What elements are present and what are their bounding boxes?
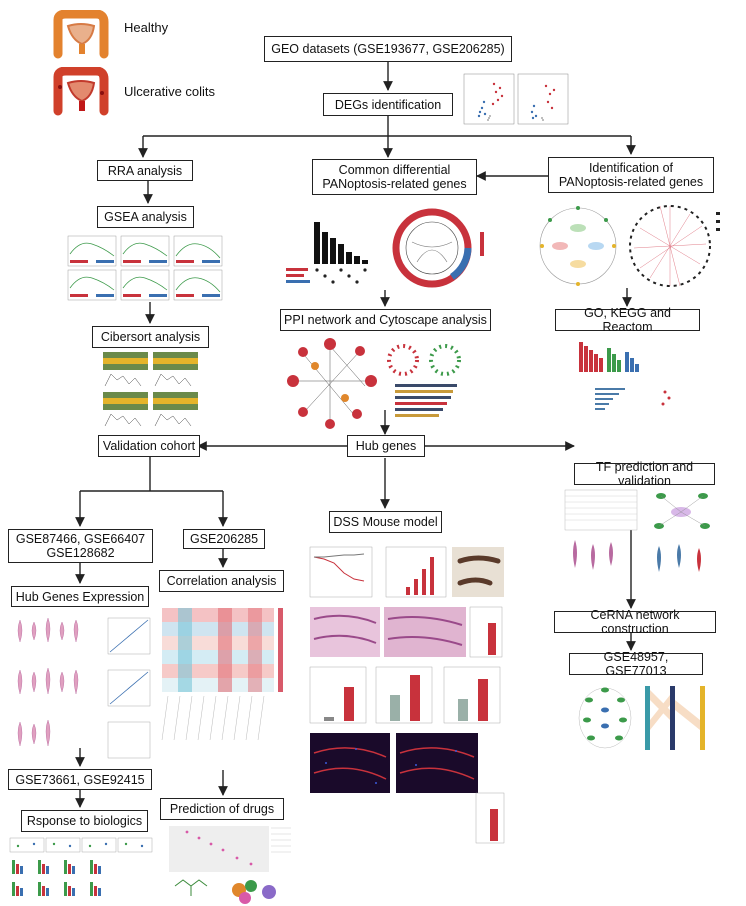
common-line-2: PANoptosis-related genes <box>322 177 467 191</box>
common-differential-box: Common differential PANoptosis-related g… <box>312 159 477 195</box>
volcano-plots-thumbnail <box>460 72 570 130</box>
ppi-network-thumbnail <box>285 336 485 430</box>
panoptosis-networks-thumbnail <box>530 198 742 292</box>
go-kegg-box: GO, KEGG and Reactom <box>555 306 700 334</box>
degs-identification-box: DEGs identification <box>323 93 453 116</box>
gse206285-box: GSE206285 <box>183 529 265 549</box>
cibersort-plots-thumbnail <box>101 350 201 430</box>
identification-box: Identification of PANoptosis-related gen… <box>548 157 714 193</box>
dss-mouse-model-thumbnail <box>306 543 508 861</box>
hub-genes-box: Hub genes <box>347 435 425 457</box>
gse-validation-line-2: GSE128682 <box>46 546 115 560</box>
upset-circos-thumbnail <box>282 202 492 290</box>
gsea-analysis-box: GSEA analysis <box>97 206 194 228</box>
legend-uc-label: Ulcerative colits <box>124 84 216 99</box>
identification-line-1: Identification of <box>588 161 674 175</box>
gse-validation-box: GSE87466, GSE66407 GSE128682 <box>8 529 153 563</box>
rra-analysis-box: RRA analysis <box>97 160 193 181</box>
healthy-colon-icon <box>52 9 110 60</box>
correlation-analysis-box: Correlation analysis <box>159 570 284 592</box>
hub-genes-expression-box: Hub Genes Expression <box>11 586 149 607</box>
identification-line-2: PANoptosis-related genes <box>558 175 704 189</box>
go-kegg-thumbnail <box>575 338 691 418</box>
cerna-network-thumbnail <box>575 680 715 756</box>
correlation-heatmap-thumbnail <box>158 600 288 760</box>
cerna-network-box: CeRNA network construction <box>554 608 716 636</box>
common-line-1: Common differential <box>338 163 451 177</box>
drug-prediction-thumbnail <box>165 824 293 904</box>
gse73661-box: GSE73661, GSE92415 <box>8 769 152 790</box>
legend-healthy-label: Healthy <box>124 20 169 35</box>
cibersort-analysis-box: Cibersort analysis <box>92 326 209 348</box>
ppi-network-box: PPI network and Cytoscape analysis <box>280 309 491 331</box>
validation-cohort-box: Validation cohort <box>98 435 200 457</box>
prediction-drugs-box: Prediction of drugs <box>160 798 284 820</box>
gse-validation-line-1: GSE87466, GSE66407 <box>15 532 146 546</box>
hub-expression-thumbnail <box>10 612 156 764</box>
tf-prediction-box: TF prediction and validation <box>574 460 715 488</box>
ulcerative-colon-icon <box>52 66 110 117</box>
gsea-plots-thumbnail <box>66 234 226 302</box>
dss-mouse-model-box: DSS Mouse model <box>329 511 442 533</box>
response-biologics-box: Rsponse to biologics <box>21 810 148 832</box>
tf-prediction-thumbnail <box>563 488 727 588</box>
geo-datasets-box: GEO datasets (GSE193677, GSE206285) <box>264 36 512 62</box>
gse48957-box: GSE48957, GSE77013 <box>569 650 703 678</box>
biologics-response-thumbnail <box>8 836 158 904</box>
